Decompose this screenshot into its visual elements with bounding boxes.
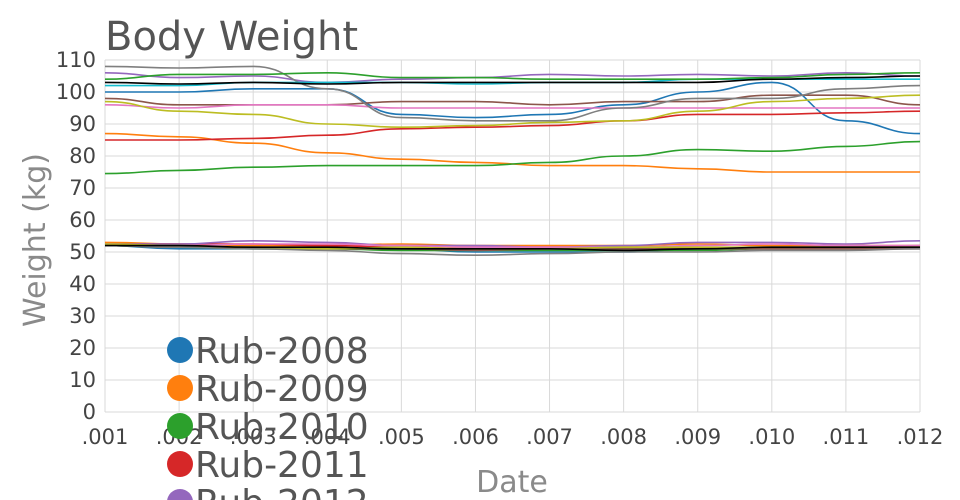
legend-marker — [167, 451, 193, 477]
x-tick-label: .004 — [304, 425, 351, 449]
y-tick-label: 50 — [69, 240, 96, 264]
series-line-20 — [104, 244, 921, 257]
series-line-11 — [104, 75, 921, 85]
chart-title: Body Weight — [105, 14, 358, 60]
y-tick-label: 100 — [56, 80, 96, 104]
series-line-4 — [105, 110, 921, 141]
legend-item[interactable]: Rub-2009 — [167, 369, 369, 410]
series-line-12 — [104, 71, 921, 81]
y-tick-label: 90 — [69, 112, 96, 136]
y-tick-label: 40 — [69, 272, 96, 296]
series-line-1 — [105, 81, 921, 135]
y-tick-label: 0 — [83, 400, 96, 424]
legend-marker — [167, 337, 193, 363]
axis-ticks: 0102030405060708090100110.001.002.003.00… — [56, 48, 943, 449]
series-line-8 — [104, 65, 921, 122]
series-line-5 — [104, 71, 921, 84]
x-tick-label: .003 — [230, 425, 277, 449]
legend-label: Rub-2008 — [195, 331, 369, 372]
legend-item[interactable]: Rub-2010 — [167, 407, 369, 448]
legend-item[interactable]: Rub-2008 — [167, 331, 369, 372]
legend-label: Rub-2011 — [195, 445, 369, 486]
series-line-7 — [104, 103, 920, 109]
series-lines — [104, 65, 921, 257]
y-axis-title: Weight (kg) — [18, 153, 53, 327]
series-line-3 — [104, 140, 921, 175]
y-tick-label: 30 — [69, 304, 96, 328]
x-tick-label: .008 — [600, 425, 647, 449]
x-tick-label: .011 — [823, 425, 870, 449]
legend-label: Rub-2010 — [195, 407, 369, 448]
legend-item[interactable]: Rub-2011 — [167, 445, 369, 486]
x-tick-label: .012 — [897, 425, 944, 449]
legend-label: Rub-2012 — [195, 483, 369, 500]
x-tick-label: .005 — [378, 425, 425, 449]
x-tick-label: .010 — [748, 425, 795, 449]
legend-marker — [167, 489, 193, 500]
x-axis-title: Date — [476, 465, 548, 500]
x-tick-label: .006 — [452, 425, 499, 449]
series-line-19 — [104, 243, 920, 249]
x-tick-label: .007 — [526, 425, 573, 449]
legend-item[interactable]: Rub-2012 — [167, 483, 369, 500]
series-line-22 — [104, 244, 920, 252]
y-tick-label: 10 — [69, 368, 96, 392]
legend-marker — [167, 375, 193, 401]
y-tick-label: 70 — [69, 176, 96, 200]
y-tick-label: 20 — [69, 336, 96, 360]
x-tick-label: .001 — [82, 425, 129, 449]
series-line-9 — [104, 94, 921, 129]
legend-marker — [167, 413, 193, 439]
y-tick-label: 80 — [69, 144, 96, 168]
y-tick-label: 110 — [56, 48, 96, 72]
x-tick-label: .009 — [674, 425, 721, 449]
y-tick-label: 60 — [69, 208, 96, 232]
legend-label: Rub-2009 — [195, 369, 369, 410]
